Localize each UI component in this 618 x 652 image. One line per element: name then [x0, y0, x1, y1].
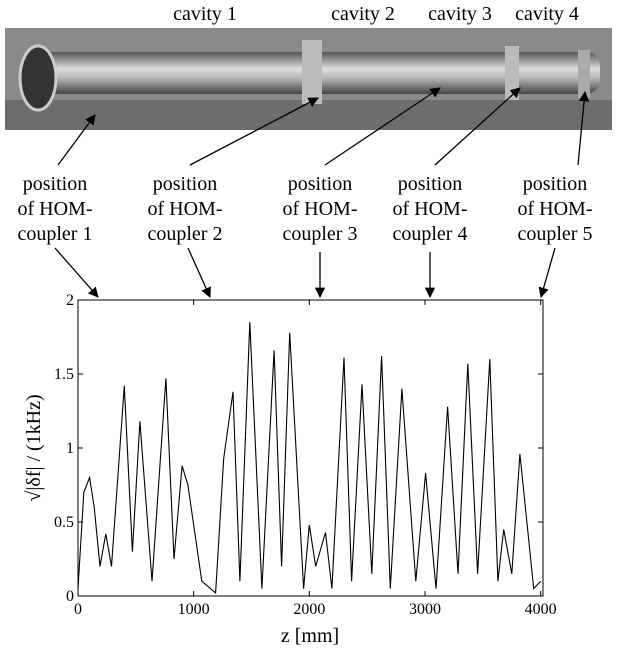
y-tick-label: 0 — [66, 588, 74, 605]
coupler-label: coupler 5 — [518, 223, 593, 245]
coupler-label: coupler 3 — [283, 223, 358, 245]
arrow — [54, 247, 99, 298]
plot-frame — [77, 299, 544, 597]
y-tick-label: 1.5 — [54, 366, 74, 383]
coupler-label: coupler 2 — [148, 223, 223, 245]
arrow — [577, 90, 590, 166]
x-tick-label: 4000 — [525, 601, 557, 618]
y-tick-label: 2 — [66, 292, 74, 309]
x-tick-label: 3000 — [409, 601, 441, 618]
arrow — [187, 247, 211, 298]
cavity-label: cavity 1 — [173, 3, 237, 25]
coupler-label: position — [288, 173, 352, 195]
coupler-label: position — [398, 173, 462, 195]
arrows — [54, 87, 590, 299]
coupler-label: position — [153, 173, 217, 195]
x-axis-label: z [mm] — [281, 625, 339, 647]
coupler-label: coupler 4 — [393, 223, 468, 245]
coupler-label: of HOM- — [393, 198, 468, 220]
x-tick-label: 1000 — [178, 601, 210, 618]
y-tick-label: 1 — [66, 440, 74, 457]
arrow — [434, 87, 521, 166]
x-tick-label: 2000 — [293, 601, 325, 618]
y-tick-label: 0.5 — [54, 514, 74, 531]
x-tick-label: 0 — [74, 601, 82, 618]
photo — [5, 28, 612, 130]
cavity-label: cavity 3 — [428, 3, 492, 25]
cavity-label: cavity 4 — [515, 3, 579, 25]
coupler-label: of HOM- — [283, 198, 358, 220]
coupler-label: of HOM- — [518, 198, 593, 220]
coupler-label: coupler 1 — [18, 223, 93, 245]
coupler-label: position — [23, 173, 87, 195]
y-axis-label: √|δf| / (1kHz) — [23, 394, 45, 501]
data-line — [77, 322, 542, 595]
arrow — [57, 114, 96, 166]
cavity-label: cavity 2 — [331, 3, 395, 25]
arrow — [324, 87, 441, 166]
coupler-label: of HOM- — [148, 198, 223, 220]
arrow — [538, 247, 556, 298]
arrow — [189, 97, 319, 166]
coupler-label: position — [523, 173, 587, 195]
coupler-label: of HOM- — [18, 198, 93, 220]
coupler-labels: position of HOM-coupler 1 position of HOM-c… — [18, 173, 593, 245]
